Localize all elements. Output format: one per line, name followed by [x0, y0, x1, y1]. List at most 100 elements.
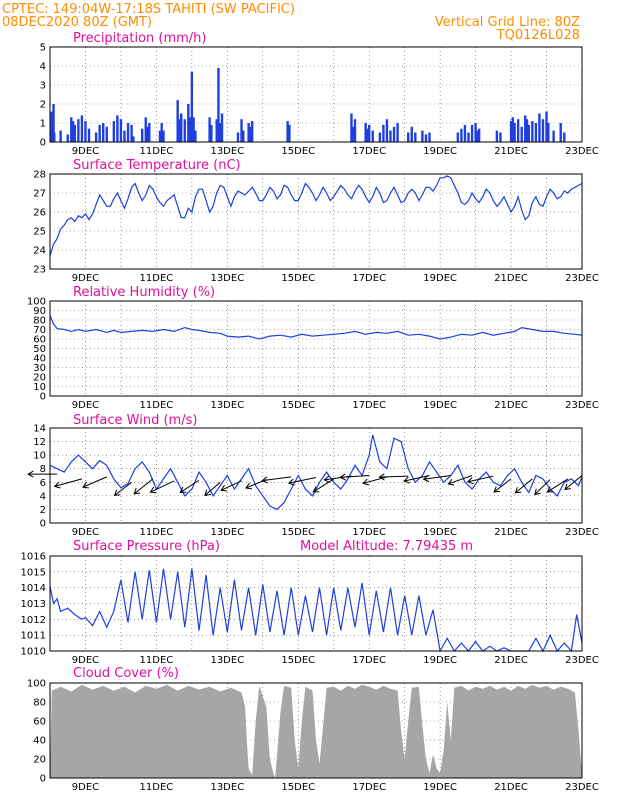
precip-bar	[353, 119, 357, 142]
precip-bar	[249, 126, 252, 142]
x-tick-label: 19DEC	[423, 782, 457, 793]
precip-bar	[183, 119, 186, 142]
wind-arrow	[447, 475, 473, 486]
precip-bar	[148, 123, 151, 142]
x-tick-label: 23DEC	[565, 273, 599, 284]
precip-bar	[217, 67, 220, 142]
precip-bar	[210, 124, 213, 142]
cloud-cover-area	[50, 684, 582, 778]
precip-bar	[158, 130, 162, 142]
precip-bar	[477, 128, 481, 142]
y-tick-label: 70	[33, 325, 46, 336]
x-tick-label: 19DEC	[423, 527, 457, 538]
pressure-line	[49, 568, 583, 653]
wind-arrow	[204, 481, 221, 497]
y-tick-label: 24	[33, 246, 46, 257]
precip-bar	[470, 124, 474, 142]
precip-bar	[130, 124, 133, 142]
precip-bar	[215, 119, 218, 142]
y-tick-label: 80	[33, 698, 46, 709]
y-tick-label: 1010	[21, 647, 46, 658]
y-tick-label: 50	[33, 344, 46, 355]
precip-bar	[389, 130, 392, 142]
y-tick-label: 1014	[21, 583, 46, 594]
precip-bar	[460, 128, 463, 142]
x-tick-label: 11DEC	[140, 400, 174, 411]
x-tick-label: 15DEC	[281, 146, 315, 157]
x-tick-label: 15DEC	[281, 400, 315, 411]
precip-bar	[190, 71, 194, 142]
y-tick-label: 0	[40, 774, 46, 785]
wind-arrow	[82, 476, 107, 489]
precip-bar	[392, 126, 396, 142]
y-tick-label: 40	[33, 736, 46, 747]
precip-bar	[527, 124, 530, 142]
x-tick-label: 13DEC	[210, 400, 244, 411]
precip-bar	[236, 132, 240, 142]
precip-bar	[188, 117, 192, 142]
precip-bar	[424, 134, 428, 142]
y-tick-label: 1016	[21, 552, 46, 563]
precip-bar	[146, 126, 149, 142]
y-tick-label: 1013	[21, 599, 46, 610]
x-tick-label: 21DEC	[494, 146, 528, 157]
precip-bar	[66, 134, 69, 142]
panel-title-wind: Surface Wind (m/s)	[73, 413, 197, 428]
precip-bar	[144, 117, 147, 142]
x-tick-label: 13DEC	[210, 655, 244, 666]
precip-bar	[368, 124, 371, 142]
header-date: 08DEC2020 80Z (GMT)	[2, 15, 152, 30]
x-tick-label: 21DEC	[494, 400, 528, 411]
wind-arrow	[287, 477, 317, 486]
precip-bar	[141, 128, 144, 142]
precip-bar	[552, 130, 555, 142]
precip-bar	[286, 121, 289, 142]
precip-bar	[59, 130, 62, 142]
panel-pressure: 9DEC 11DEC 13DEC 15DEC 17DEC 19DEC 21DEC 23DEC 1…	[21, 552, 599, 667]
x-tick-label: 15DEC	[281, 655, 315, 666]
y-tick-label: 40	[33, 354, 46, 365]
x-tick-label: 13DEC	[210, 273, 244, 284]
x-tick-label: 17DEC	[352, 655, 386, 666]
wind-arrow	[149, 480, 175, 494]
panel-cloud-cover: 9DEC 11DEC 13DEC 15DEC 17DEC 19DEC 21DEC 23DEC 0…	[27, 679, 599, 794]
precip-bar	[516, 119, 520, 142]
panel-temperature: 9DEC 11DEC 13DEC 15DEC 17DEC 19DEC 21DEC 23DEC 2…	[33, 170, 599, 285]
y-tick-label: 100	[27, 679, 46, 690]
x-tick-label: 19DEC	[423, 273, 457, 284]
panel-frame	[49, 427, 583, 524]
y-tick-label: 12	[33, 437, 46, 448]
precip-bar	[219, 123, 222, 142]
precip-bar	[545, 111, 548, 142]
y-tick-label: 20	[33, 755, 46, 766]
x-tick-label: 11DEC	[140, 146, 174, 157]
humidity-line	[49, 315, 583, 340]
precip-bar	[534, 123, 538, 142]
precip-bar	[476, 130, 479, 142]
wind-arrow	[493, 478, 512, 493]
wind-arrow	[422, 475, 451, 483]
y-tick-label: 1012	[21, 615, 46, 626]
precip-bar	[385, 119, 389, 142]
panel-title-pressure: Surface Pressure (hPa)	[73, 539, 220, 554]
chart-panels: 9DEC 11DEC 13DEC 15DEC 17DEC 19DEC 21DEC 23DEC 0…	[21, 43, 599, 794]
precip-bar	[366, 128, 369, 142]
wind-arrow	[220, 480, 242, 492]
header-location: CPTEC: 149:04W-17:18S TAHITI (SW PACIFIC…	[2, 2, 295, 17]
precip-bar	[240, 119, 243, 142]
y-tick-label: 20	[33, 373, 46, 384]
x-tick-label: 21DEC	[494, 273, 528, 284]
precip-bar	[509, 121, 513, 142]
precip-bar	[87, 128, 91, 142]
precip-bar	[538, 113, 541, 142]
precip-bar	[242, 130, 245, 142]
x-tick-label: 9DEC	[72, 146, 99, 157]
precip-bar	[531, 121, 534, 142]
precip-bar	[160, 123, 163, 142]
x-tick-label: 17DEC	[352, 782, 386, 793]
panel-title-humidity: Relative Humidity (%)	[73, 285, 215, 300]
x-tick-label: 13DEC	[210, 146, 244, 157]
precip-bar	[105, 126, 108, 142]
precip-bar	[396, 123, 399, 142]
